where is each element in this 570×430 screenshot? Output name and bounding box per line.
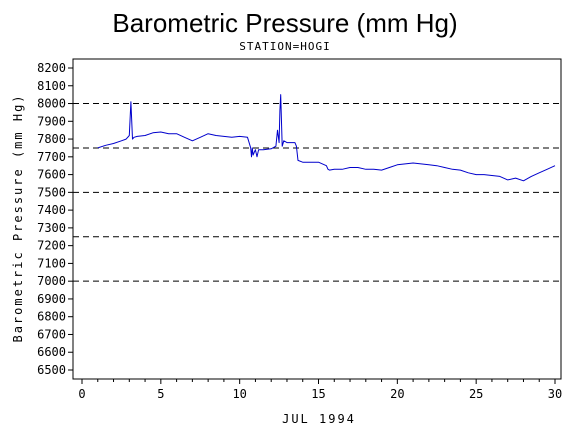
x-tick-label-25: 25 <box>469 387 483 401</box>
y-tick-label-6600: 6600 <box>37 345 66 359</box>
y-tick-label-8100: 8100 <box>37 79 66 93</box>
y-axis: 6500 6600 6700 6800 6900 7000 7100 7200 7300 7400… <box>37 61 73 377</box>
x-tick-label-0: 0 <box>78 387 85 401</box>
x-tick-label-20: 20 <box>390 387 404 401</box>
x-tick-label-10: 10 <box>232 387 246 401</box>
y-tick-label-6800: 6800 <box>37 310 66 324</box>
y-tick-label-7900: 7900 <box>37 114 66 128</box>
x-tick-label-5: 5 <box>157 387 164 401</box>
y-tick-label-6700: 6700 <box>37 327 66 341</box>
x-axis: 0 5 10 15 20 25 30 <box>78 379 562 401</box>
x-axis-label: JUL 1994 <box>282 412 356 426</box>
y-tick-label-8000: 8000 <box>37 97 66 111</box>
chart-title: Barometric Pressure (mm Hg) <box>112 8 457 38</box>
y-tick-label-7600: 7600 <box>37 168 66 182</box>
plot-frame <box>72 58 562 380</box>
y-tick-label-7400: 7400 <box>37 203 66 217</box>
y-tick-label-8200: 8200 <box>37 61 66 75</box>
chart-subtitle: STATION=HOGI <box>239 40 330 53</box>
x-tick-label-30: 30 <box>548 387 562 401</box>
y-tick-label-7800: 7800 <box>37 132 66 146</box>
y-tick-label-7100: 7100 <box>37 256 66 270</box>
reference-lines <box>73 103 561 282</box>
y-tick-label-7500: 7500 <box>37 185 66 199</box>
y-tick-label-7300: 7300 <box>37 221 66 235</box>
series-line-0 <box>97 94 556 182</box>
series-group <box>97 94 556 182</box>
y-tick-label-7000: 7000 <box>37 274 66 288</box>
x-tick-label-15: 15 <box>311 387 325 401</box>
y-tick-label-6900: 6900 <box>37 292 66 306</box>
y-tick-label-7700: 7700 <box>37 150 66 164</box>
y-axis-label: Barometric Pressure (mm Hg) <box>11 93 25 342</box>
y-tick-label-6500: 6500 <box>37 363 66 377</box>
y-tick-label-7200: 7200 <box>37 239 66 253</box>
